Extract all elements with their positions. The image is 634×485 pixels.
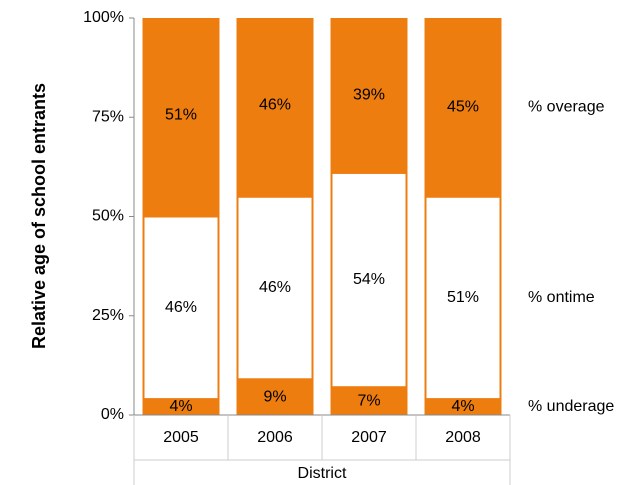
bar-segment xyxy=(424,18,502,198)
bar-segment xyxy=(236,378,314,415)
bar-segment xyxy=(142,215,220,401)
bar-segment xyxy=(236,195,314,381)
data-label: 4% xyxy=(451,398,474,415)
x-tick-label: 2005 xyxy=(163,429,199,446)
y-tick-label: 25% xyxy=(92,307,124,324)
y-tick-label: 75% xyxy=(92,108,124,125)
data-label: 46% xyxy=(165,299,197,316)
series-label: % ontime xyxy=(528,289,595,306)
y-tick-label: 100% xyxy=(83,9,124,26)
data-label: 51% xyxy=(447,289,479,306)
series-label: % underage xyxy=(528,398,614,415)
data-label: 54% xyxy=(353,271,385,288)
bar-segment xyxy=(142,18,220,218)
x-tick-label: 2008 xyxy=(445,429,481,446)
data-label: 45% xyxy=(447,99,479,116)
data-label: 46% xyxy=(259,97,291,114)
data-label: 51% xyxy=(165,106,197,123)
y-tick-label: 0% xyxy=(101,406,124,423)
y-tick-label: 50% xyxy=(92,208,124,225)
data-label: 9% xyxy=(263,388,286,405)
x-tick-label: 2006 xyxy=(257,429,293,446)
data-label: 7% xyxy=(357,392,380,409)
bar-segment xyxy=(424,195,502,401)
data-label: 4% xyxy=(169,398,192,415)
data-label: 46% xyxy=(259,279,291,296)
series-label: % overage xyxy=(528,99,605,116)
bar-segment xyxy=(330,386,408,415)
bar-segment xyxy=(236,18,314,198)
x-tick-label: 2007 xyxy=(351,429,387,446)
plot-area xyxy=(142,18,502,415)
data-label: 39% xyxy=(353,87,385,104)
y-axis-title: Relative age of school entrants xyxy=(29,83,49,349)
bar-segment xyxy=(330,18,408,174)
bar-segment xyxy=(330,171,408,389)
x-axis-title: District xyxy=(298,465,347,482)
